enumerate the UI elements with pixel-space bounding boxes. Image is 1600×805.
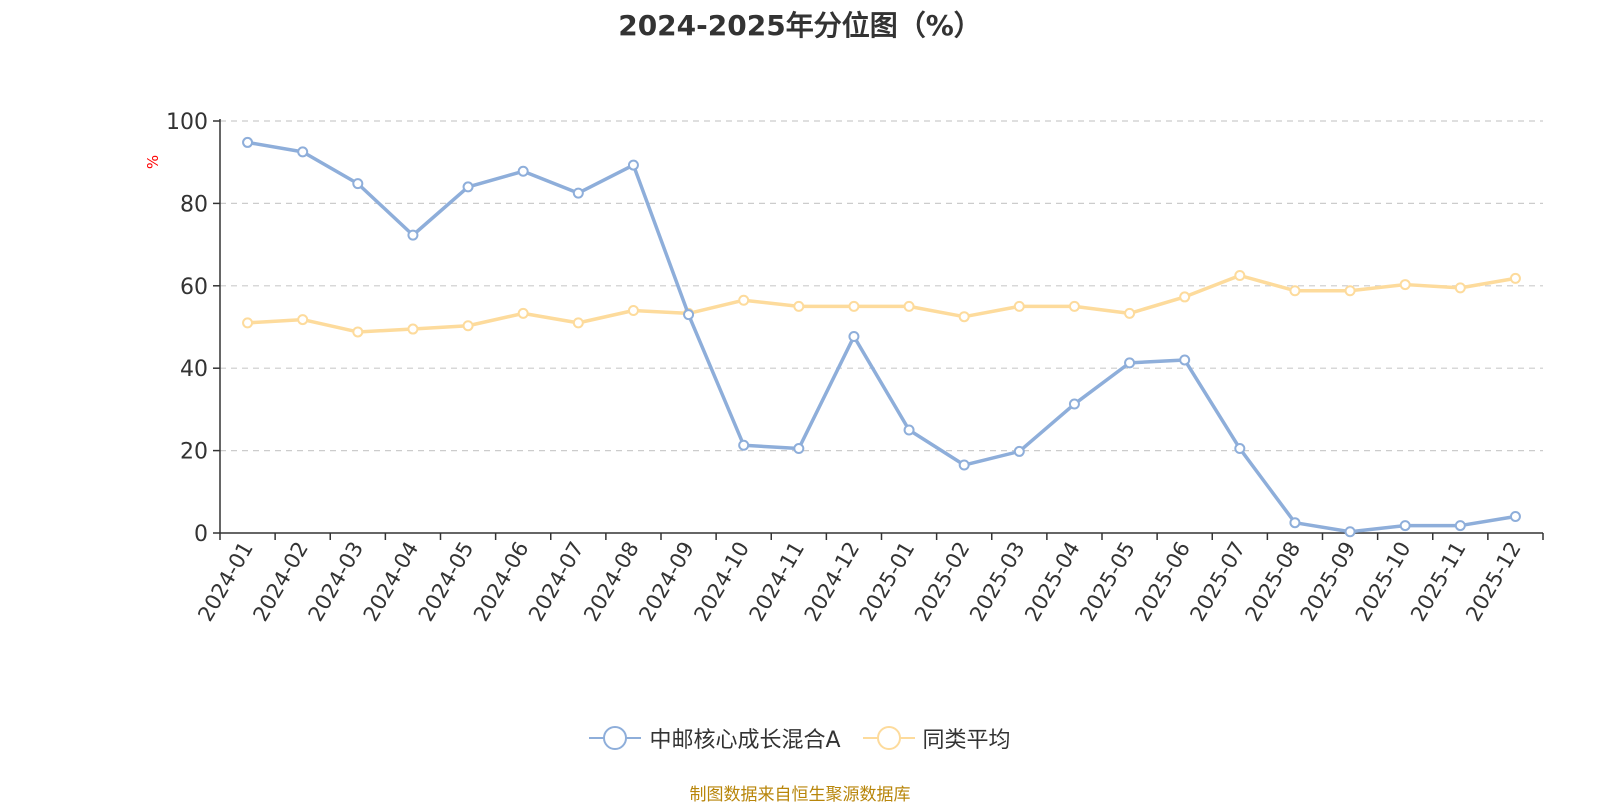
series-line: [247, 140, 1516, 534]
data-point: [958, 311, 970, 323]
data-point: [1289, 517, 1301, 529]
data-point: [1124, 357, 1136, 369]
y-tick-label: 20: [180, 440, 208, 465]
data-point: [1013, 300, 1025, 312]
legend-item-fund[interactable]: 中邮核心成长混合A: [589, 722, 841, 754]
y-tick-label: 0: [194, 522, 208, 547]
data-point: [572, 317, 584, 329]
data-point: [1013, 445, 1025, 457]
data-point: [1344, 285, 1356, 297]
data-point: [1509, 272, 1521, 284]
data-point: [627, 159, 639, 171]
y-tick-label: 40: [180, 357, 208, 382]
data-point: [1234, 270, 1246, 281]
data-point: [1289, 285, 1301, 297]
data-point: [1234, 443, 1246, 455]
data-point: [627, 305, 639, 317]
data-point: [1124, 307, 1136, 319]
data-point: [1344, 526, 1356, 538]
data-point: [1179, 354, 1191, 366]
data-point: [1179, 291, 1191, 303]
data-point: [242, 136, 254, 148]
data-point: [793, 443, 805, 455]
data-point: [407, 323, 419, 335]
legend-item-peer-average[interactable]: 同类平均: [862, 722, 1011, 754]
y-tick-label: 80: [180, 192, 208, 217]
y-tick-label: 60: [180, 275, 208, 300]
data-point: [903, 424, 915, 436]
chart-title: 2024-2025年分位图（%）: [618, 9, 982, 42]
y-axis-unit-label: %: [144, 155, 162, 169]
legend-label-peer-average: 同类平均: [922, 728, 1011, 753]
y-tick-label: 100: [166, 110, 208, 135]
data-point: [793, 300, 805, 312]
data-point: [572, 187, 584, 199]
data-point: [1399, 279, 1411, 291]
data-point: [462, 320, 474, 332]
data-point: [848, 300, 860, 312]
series-0: [242, 136, 1521, 538]
legend: 中邮核心成长混合A 同类平均: [0, 722, 1600, 754]
data-point: [297, 146, 309, 158]
data-point: [462, 181, 474, 193]
data-point: [903, 300, 915, 312]
data-point: [517, 307, 529, 319]
series-1: [242, 270, 1521, 338]
x-tick-label: 2025-12: [1461, 538, 1526, 626]
data-point: [1068, 398, 1080, 410]
data-point: [738, 439, 750, 451]
data-point: [1399, 520, 1411, 532]
data-point: [958, 459, 970, 471]
data-point: [352, 178, 364, 190]
data-point: [407, 229, 419, 241]
series: [242, 136, 1521, 538]
data-point: [1454, 282, 1466, 294]
data-point: [848, 330, 860, 342]
data-source-note: 制图数据来自恒生聚源数据库: [689, 785, 911, 805]
data-point: [1068, 300, 1080, 312]
data-point: [683, 309, 695, 321]
data-point: [1509, 511, 1521, 523]
data-point: [1454, 520, 1466, 532]
series-line: [247, 273, 1516, 334]
grid-lines: [220, 120, 1543, 452]
legend-swatch-fund-icon: [589, 726, 642, 750]
data-point: [517, 165, 529, 177]
data-point: [352, 326, 364, 338]
legend-swatch-peer-average-icon: [862, 726, 915, 750]
data-point: [738, 294, 750, 306]
legend-label-fund: 中邮核心成长混合A: [649, 728, 841, 753]
data-point: [297, 314, 309, 326]
data-point: [242, 317, 254, 329]
